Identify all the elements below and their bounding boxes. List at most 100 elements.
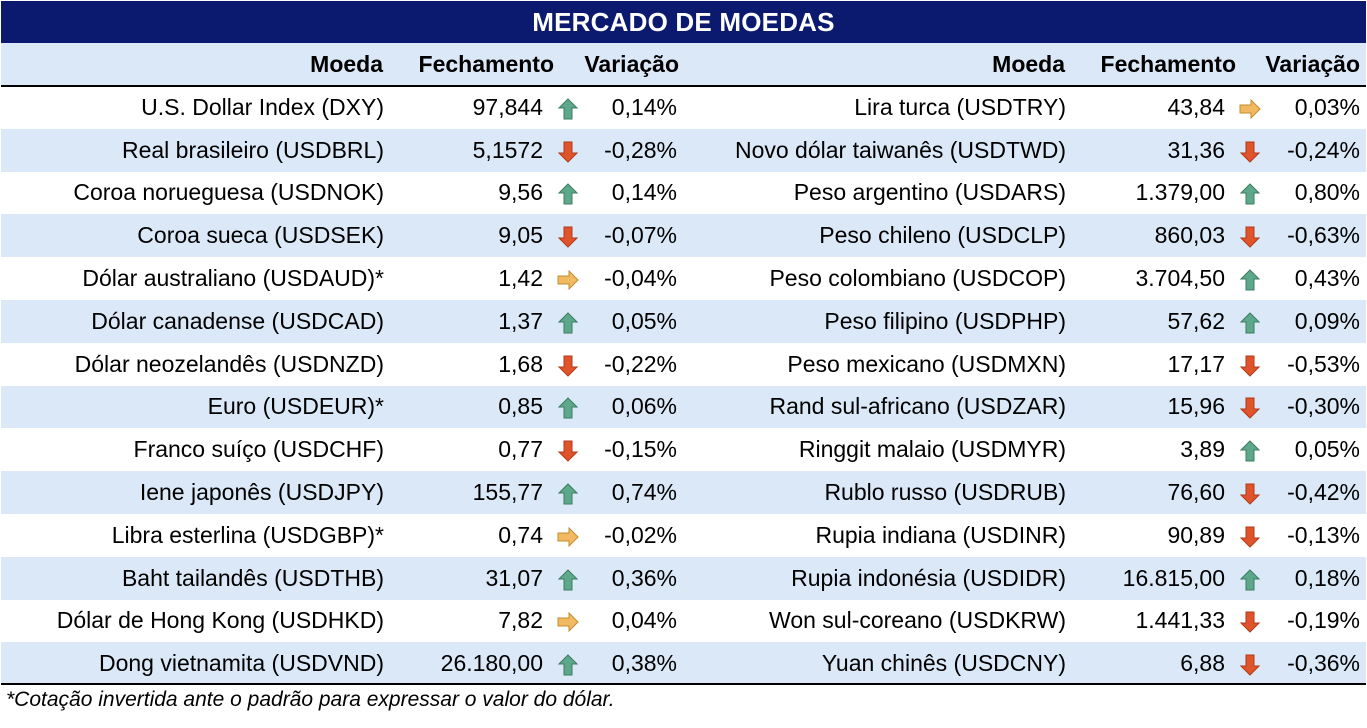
change-value: 0,18% [1267,556,1366,600]
change-value: 0,04% [611,607,677,634]
arrow-down-icon [1233,514,1267,557]
closing-value: 6,88 [1072,642,1233,686]
currency-name: Peso chileno (USDCLP) [683,214,1072,258]
table-row: Dólar canadense (USDCAD) 1,37 0,05% Peso fi… [1,299,1366,343]
arrow-up-icon [1233,257,1267,300]
arrow-up-icon [1233,428,1267,471]
currency-name: Rupia indiana (USDINR) [815,521,1066,548]
arrow-down-icon [551,128,585,172]
table-row: Coroa norueguesa (USDNOK) 9,56 0,14% Peso a… [1,172,1366,215]
currency-name: Dólar neozelandês (USDNZD) [74,350,384,377]
table-row: Coroa sueca (USDSEK) 9,05 -0,07% Peso chile… [1,214,1366,258]
closing-value: 1,42 [498,265,543,292]
closing-value: 31,07 [390,556,551,600]
arrow-up-icon [551,556,585,600]
table-row: Libra esterlina (USDGBP)* 0,74 -0,02% Rupia… [1,514,1366,557]
footnote: *Cotação invertida ante o padrão para ex… [6,688,615,711]
currency-name: Coroa norueguesa (USDNOK) [73,179,384,206]
closing-value: 90,89 [1167,521,1225,548]
header-currency-right: Moeda [992,51,1065,77]
closing-value: 155,77 [390,471,551,514]
arrow-down-icon [1233,385,1267,429]
closing-value: 3,89 [1180,436,1225,463]
closing-value: 1,68 [498,350,543,377]
change-value: 0,74% [585,471,683,514]
arrow-up-icon [1233,172,1267,215]
arrow-up-icon [1233,299,1267,343]
change-value: -0,04% [604,265,677,292]
table-row: Iene japonês (USDJPY) 155,77 0,74% Rublo ru… [1,471,1366,514]
arrow-right-icon [551,600,585,643]
quotes-table: U.S. Dollar Index (DXY) 97,844 0,14% Lira t… [1,86,1366,686]
change-value: 0,38% [585,642,683,686]
closing-value: 9,56 [498,179,543,206]
closing-value: 0,74 [498,521,543,548]
currency-name: Baht tailandês (USDTHB) [1,556,390,600]
currency-name: Peso colombiano (USDCOP) [769,265,1066,292]
arrow-down-icon [1233,343,1267,386]
change-value: -0,30% [1267,385,1366,429]
currency-name: Libra esterlina (USDGBP)* [111,521,384,548]
arrow-right-icon [551,514,585,557]
currency-name: Euro (USDEUR)* [1,385,390,429]
currency-name: Peso argentino (USDARS) [793,179,1066,206]
arrow-up-icon [551,299,585,343]
header-row: Moeda Fechamento Variação Moeda Fechamen… [1,43,1366,87]
header-close-right: Fechamento [1100,51,1236,77]
table-row: Real brasileiro (USDBRL) 5,1572 -0,28% Novo… [1,128,1366,172]
currency-name: Dólar australiano (USDAUD)* [82,265,384,292]
closing-value: 9,05 [390,214,551,258]
currency-name: Ringgit malaio (USDMYR) [798,436,1066,463]
closing-value: 15,96 [1072,385,1233,429]
currency-name: Novo dólar taiwanês (USDTWD) [683,128,1072,172]
header-close-left: Fechamento [418,51,554,77]
change-value: 0,14% [611,179,677,206]
closing-value: 57,62 [1072,299,1233,343]
currency-name: Dong vietnamita (USDVND) [1,642,390,686]
currency-name: Real brasileiro (USDBRL) [1,128,390,172]
change-value: -0,13% [1287,521,1360,548]
table-row: Dong vietnamita (USDVND) 26.180,00 0,38% Yu… [1,642,1366,686]
closing-value: 31,36 [1072,128,1233,172]
change-value: 0,05% [585,299,683,343]
change-value: -0,36% [1267,642,1366,686]
arrow-down-icon [551,343,585,386]
arrow-down-icon [551,214,585,258]
table-row: U.S. Dollar Index (DXY) 97,844 0,14% Lira t… [1,86,1366,129]
arrow-down-icon [551,428,585,471]
currency-name: Rand sul-africano (USDZAR) [683,385,1072,429]
table-row: Baht tailandês (USDTHB) 31,07 0,36% Rupia i… [1,556,1366,600]
currency-name: Rupia indonésia (USDIDR) [683,556,1072,600]
arrow-up-icon [1233,556,1267,600]
currency-name: Rublo russo (USDRUB) [683,471,1072,514]
arrow-down-icon [1233,128,1267,172]
change-value: 0,43% [1294,265,1360,292]
closing-value: 43,84 [1167,93,1225,120]
table-bottom-border [1,683,1366,685]
currency-name: U.S. Dollar Index (DXY) [141,93,384,120]
closing-value: 1.379,00 [1135,179,1225,206]
change-value: -0,02% [604,521,677,548]
closing-value: 97,844 [472,93,543,120]
change-value: 0,80% [1294,179,1360,206]
closing-value: 17,17 [1167,350,1225,377]
change-value: 0,03% [1294,93,1360,120]
closing-value: 860,03 [1072,214,1233,258]
arrow-up-icon [551,642,585,686]
change-value: 0,09% [1267,299,1366,343]
table-title: MERCADO DE MOEDAS [1,1,1366,43]
arrow-down-icon [1233,214,1267,258]
closing-value: 0,77 [498,436,543,463]
closing-value: 5,1572 [390,128,551,172]
change-value: 0,06% [585,385,683,429]
table-row: Euro (USDEUR)* 0,85 0,06% Rand sul-africano… [1,385,1366,429]
arrow-down-icon [1233,471,1267,514]
arrow-down-icon [1233,642,1267,686]
currency-name: Yuan chinês (USDCNY) [683,642,1072,686]
header-currency-left: Moeda [310,51,383,77]
currency-name: Dólar de Hong Kong (USDHKD) [56,607,384,634]
change-value: 0,14% [611,93,677,120]
arrow-right-icon [1233,86,1267,129]
header-change-left: Variação [584,51,679,77]
